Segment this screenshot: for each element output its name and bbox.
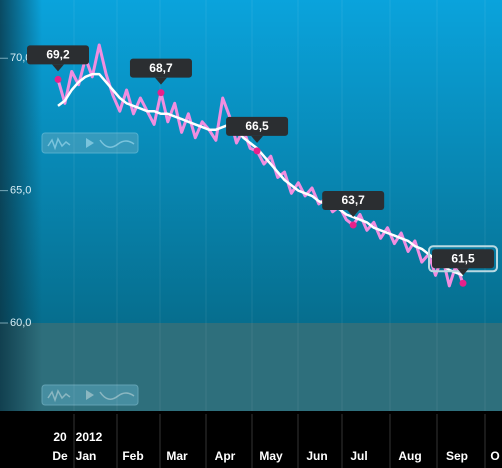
point (54, 75, 62, 83)
callout: 61,5 (428, 245, 498, 276)
x-tick-label: Aug (398, 449, 421, 463)
callout: 68,7 (129, 58, 192, 85)
data-label: 66,5 (245, 119, 269, 133)
x-axis-band (0, 411, 502, 468)
data-label: 61,5 (451, 251, 475, 265)
x-tick-label: O (490, 449, 499, 463)
x-tick-label: May (259, 449, 283, 463)
x-year-label: 2012 (76, 430, 103, 444)
y-tick-label: 60,0 (10, 317, 31, 329)
x-tick-label: De (52, 449, 68, 463)
x-tick-label: Jul (350, 449, 367, 463)
callout-pointer (457, 268, 469, 276)
axis-shade (0, 0, 42, 411)
callout-pointer (154, 77, 167, 85)
data-label: 68,7 (149, 61, 173, 75)
x-tick-label: Mar (166, 449, 188, 463)
line (56, 43, 465, 288)
callout: 66,5 (226, 116, 289, 143)
callout: 69,2 (27, 45, 89, 72)
point (459, 279, 467, 287)
thumbnail[interactable] (41, 384, 139, 406)
point (157, 89, 165, 97)
callout-box (322, 191, 385, 211)
x-tick-label: Apr (215, 449, 236, 463)
x-year-label: 20 (53, 430, 67, 444)
y-tick-label: 65,0 (10, 185, 31, 197)
callout-pointer (52, 64, 64, 72)
point (253, 147, 261, 155)
x-tick-label: Jun (306, 449, 327, 463)
callout-box (27, 45, 89, 65)
callout: 63,7 (322, 191, 385, 218)
callout-box (226, 116, 289, 136)
callout-pointer (347, 210, 360, 218)
thumbnail[interactable] (41, 132, 139, 154)
line (57, 72, 464, 277)
data-label: 69,2 (46, 48, 70, 62)
point (349, 221, 357, 229)
callout-box (432, 249, 494, 269)
x-tick-label: Jan (76, 449, 97, 463)
x-tick-label: Sep (446, 449, 468, 463)
x-tick-label: Feb (122, 449, 143, 463)
callout-box (129, 58, 192, 78)
callout-pointer (251, 135, 264, 143)
data-label: 63,7 (341, 193, 365, 207)
y-tick-label: 70,0 (10, 52, 31, 64)
